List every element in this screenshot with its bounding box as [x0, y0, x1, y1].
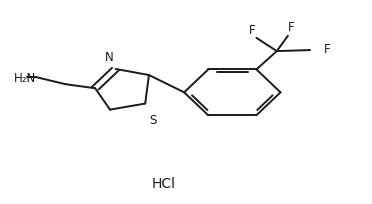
Text: F: F	[288, 21, 294, 34]
Text: S: S	[149, 113, 156, 126]
Text: F: F	[324, 43, 331, 56]
Text: H₂N: H₂N	[14, 71, 36, 84]
Text: F: F	[248, 24, 255, 37]
Text: HCl: HCl	[152, 176, 176, 190]
Text: N: N	[105, 51, 113, 64]
